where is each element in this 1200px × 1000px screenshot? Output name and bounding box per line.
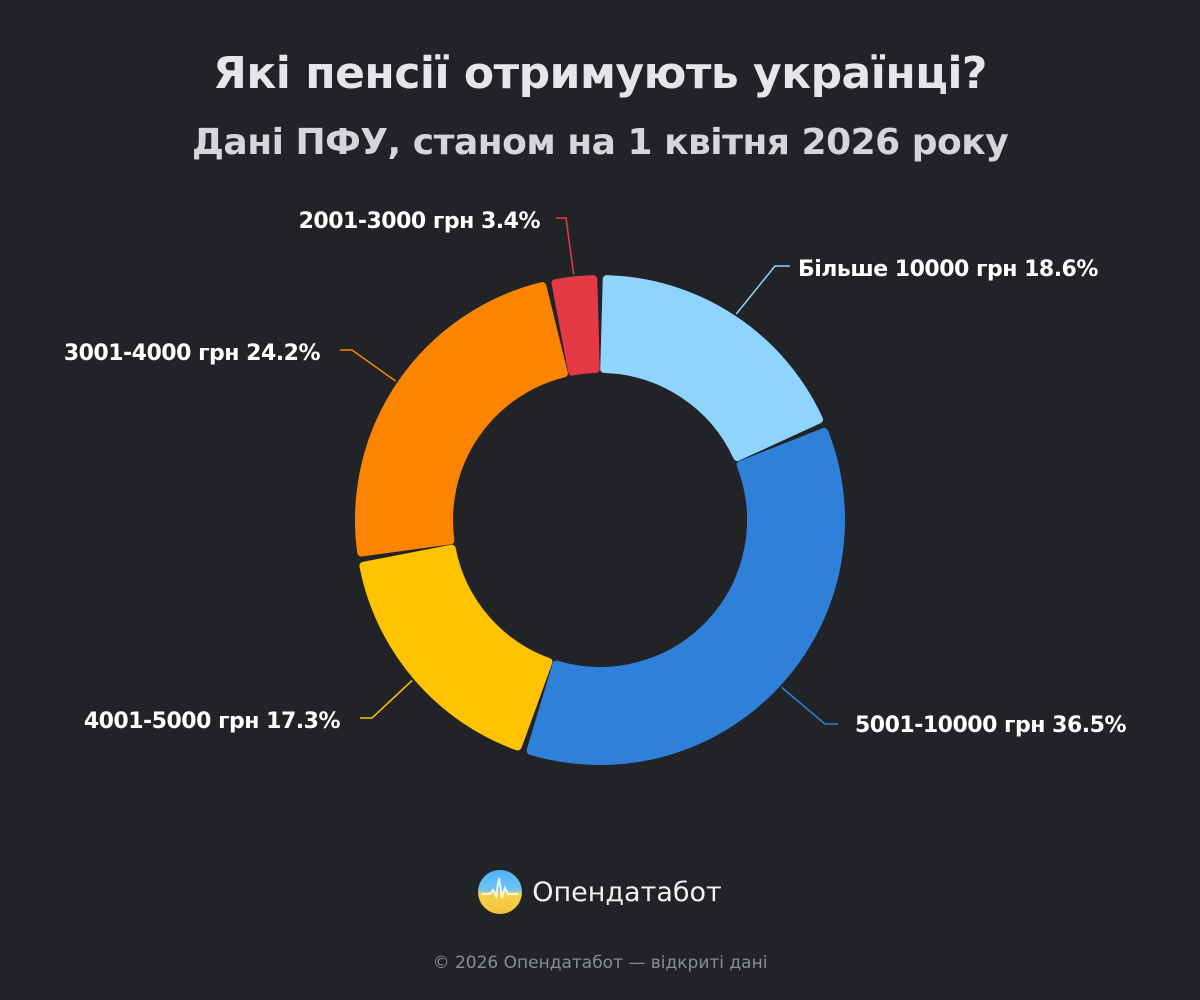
opendatabot-logo-icon [478,870,523,914]
brand[interactable]: Опендатабот [0,870,1200,914]
leader-line-4 [340,349,397,382]
chart-subtitle: Дані ПФУ, станом на 1 квітня 2026 року [191,122,1009,163]
leader-line-1 [735,265,790,315]
leader-line-3 [360,679,413,719]
leader-line-5 [556,217,575,275]
data-label-5: 2001-3000 грн 3.4% [299,209,541,234]
donut-slice-5[interactable] [551,275,600,376]
data-label-2: 5001-10000 грн 36.5% [855,713,1126,738]
donut-slice-4[interactable] [355,281,568,557]
donut-slice-2[interactable] [526,427,845,765]
data-label-1: Більше 10000 грн 18.6% [798,257,1098,282]
footer-copyright: © 2026 Опендатабот — відкриті дані [432,953,768,973]
chart-title: Які пенсії отримують українці? [213,48,987,99]
data-label-3: 4001-5000 грн 17.3% [84,709,341,734]
data-label-4: 3001-4000 грн 24.2% [64,341,321,366]
donut-slice-3[interactable] [359,544,553,751]
brand-name: Опендатабот [532,876,722,908]
donut-slice-1[interactable] [600,275,824,462]
leader-line-2 [781,686,838,725]
